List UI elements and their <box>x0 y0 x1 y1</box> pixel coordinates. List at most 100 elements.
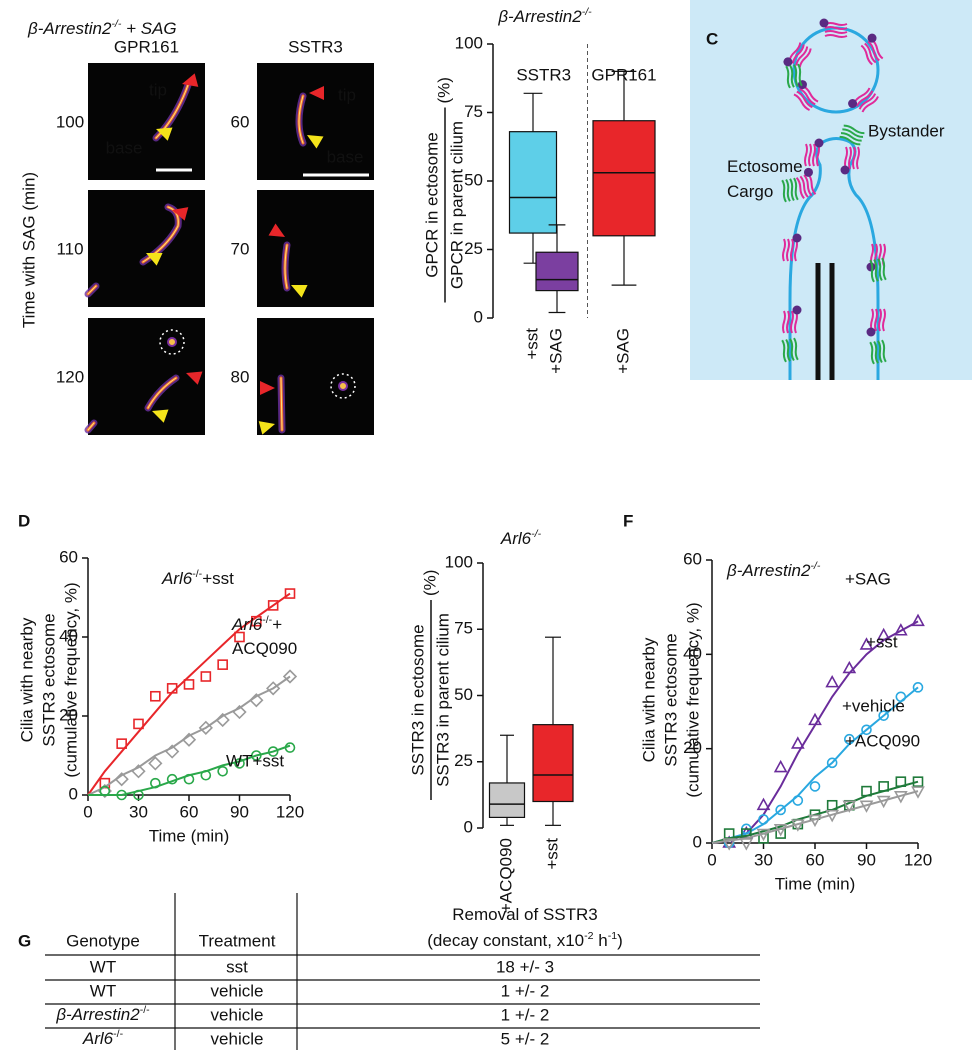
receptor-helix <box>860 44 873 66</box>
receptor-helix <box>795 46 809 66</box>
cargo-receptor <box>840 146 860 175</box>
arrowhead <box>146 252 163 266</box>
arrowhead <box>152 409 169 423</box>
panel-label: D <box>18 511 30 530</box>
receptor-helix <box>782 310 786 334</box>
marker <box>911 613 925 627</box>
table-header-part: h <box>594 931 608 950</box>
receptor-ligand <box>866 327 876 337</box>
y-tick-label: 75 <box>454 619 473 638</box>
receptor-ligand <box>840 165 850 175</box>
cargo-receptor <box>866 308 886 337</box>
y-axis-label: GPCR in ectosome GPCR in parent cilium (%) <box>422 77 466 303</box>
marker <box>133 789 144 801</box>
series-label: +sst <box>866 632 898 651</box>
table-cell: 1 +/- 2 <box>501 1005 550 1024</box>
marker <box>148 756 163 771</box>
series-label-part: +sst <box>202 569 234 588</box>
table-header-part: (decay constant, x10 <box>427 931 584 950</box>
marker <box>150 777 161 789</box>
channel-label: GPR161 <box>114 37 179 56</box>
marker <box>200 769 212 781</box>
series-label: Arl6-/-+ ACQ090 <box>231 614 297 659</box>
table-header: Genotype <box>66 931 140 950</box>
table-header-part: Removal of SSTR3 <box>452 905 598 924</box>
receptor-helix <box>786 310 790 334</box>
series-label-part: ACQ090 <box>232 639 297 658</box>
receptor-helix <box>882 308 886 332</box>
time-label: 110 <box>56 239 83 258</box>
arrowhead <box>307 135 324 149</box>
marker <box>912 776 924 787</box>
group-label: SSTR3 <box>516 65 571 84</box>
x-tick-label: 60 <box>806 850 825 869</box>
box <box>535 251 579 292</box>
table-cell: 18 +/- 3 <box>496 957 554 976</box>
cargo-receptor <box>783 42 812 68</box>
receptor-helix <box>856 146 860 170</box>
image-background <box>88 318 205 435</box>
marker <box>756 797 771 811</box>
y-tick-label: 40 <box>59 626 78 645</box>
y-tick-label: 60 <box>683 549 702 568</box>
table-cell: vehicle <box>211 981 264 1000</box>
bystander-receptor <box>785 63 803 89</box>
marker <box>723 828 735 839</box>
receptor-helix <box>843 124 865 135</box>
x-tick-label: 90 <box>857 850 876 869</box>
receptor-helix <box>793 337 799 361</box>
x-tick-label: +ACQ090 <box>496 838 515 913</box>
series-label: +SAG <box>845 569 891 588</box>
marker <box>809 781 821 792</box>
y-tick-label: 20 <box>683 738 702 757</box>
marker <box>911 786 925 799</box>
receptor-helix <box>873 340 879 364</box>
receptor-helix <box>789 64 795 88</box>
cilium-signal-core <box>87 422 95 431</box>
x-tick-label: 30 <box>129 802 148 821</box>
receptor-helix <box>878 308 882 332</box>
receptor-helix <box>785 178 791 202</box>
cilium-signal-core <box>155 84 189 139</box>
ectosome-outline <box>159 329 185 355</box>
receptor-helix <box>803 174 813 197</box>
receptor-helix <box>864 42 877 64</box>
receptor-helix <box>785 338 791 362</box>
series-label-part: -/- <box>192 568 202 580</box>
marker <box>266 681 281 696</box>
marker <box>183 679 195 690</box>
y-tick-label: 25 <box>464 239 483 258</box>
table-cell: 5 +/- 2 <box>501 1029 550 1048</box>
box <box>592 120 656 237</box>
receptor-helix <box>858 93 877 110</box>
fit-curve <box>87 675 291 796</box>
marker <box>284 588 296 599</box>
figure-title-part: -/- <box>111 18 121 30</box>
table-cell: WT <box>90 957 116 976</box>
x-tick-label: 60 <box>180 802 199 821</box>
marker <box>116 789 127 801</box>
cilium-signal-core <box>280 377 283 431</box>
bystander-receptor <box>781 177 799 203</box>
ectosome-signal <box>338 381 348 391</box>
image-background <box>257 63 374 180</box>
x-tick-label: 120 <box>904 850 932 869</box>
marker <box>116 738 127 749</box>
marker <box>893 791 908 804</box>
receptor-helix <box>839 135 861 146</box>
y-tick-label: 100 <box>445 552 473 571</box>
cargo-label: Ectosome Cargo <box>727 157 803 201</box>
receptor-helix <box>861 96 879 113</box>
ectosome-outline <box>330 373 356 399</box>
receptor-ligand <box>867 33 877 43</box>
x-axis-label: Time (min) <box>149 826 230 845</box>
x-tick-label: +sst <box>522 328 541 360</box>
receptor-helix <box>799 87 816 106</box>
cargo-receptor <box>819 18 848 38</box>
receptor-helix <box>781 179 787 203</box>
y-axis-label: (cumulative frequency, %) <box>61 582 80 777</box>
series-label-part: Arl6 <box>161 569 193 588</box>
marker <box>251 750 262 761</box>
table-cell-part: β-Arrestin2 <box>55 1005 140 1024</box>
